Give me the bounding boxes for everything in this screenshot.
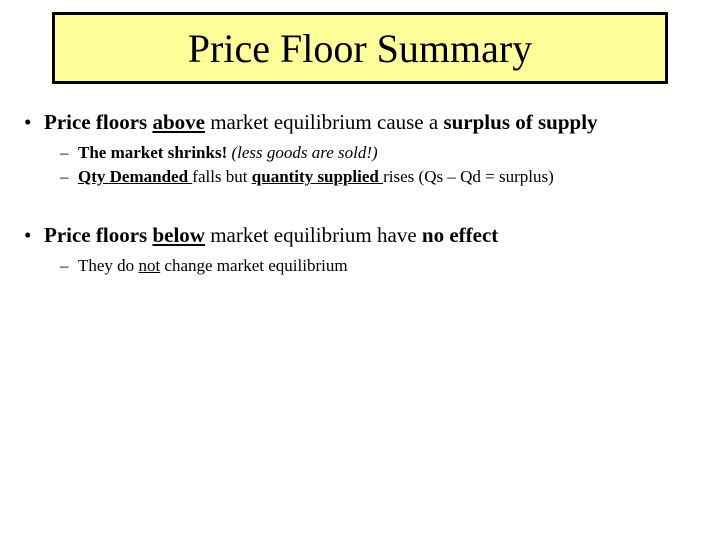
bullet-marker: • [20,223,44,248]
bullet-text: The market shrinks! (less goods are sold… [78,143,700,163]
bullet-text: Qty Demanded falls but quantity supplied… [78,167,700,187]
bullet-level1: •Price floors below market equilibrium h… [20,223,700,248]
text-run: Qty Demanded [78,167,192,186]
text-run: quantity supplied [252,167,383,186]
bullet-marker: – [60,143,78,163]
bullet-text: Price floors above market equilibrium ca… [44,110,700,135]
text-run: change market equilibrium [160,256,347,275]
bullet-level2: –Qty Demanded falls but quantity supplie… [20,167,700,187]
bullet-marker: • [20,110,44,135]
bullet-level2: –They do not change market equilibrium [20,256,700,276]
text-run: no effect [422,223,498,247]
bullet-marker: – [60,256,78,276]
text-run: rises (Qs – Qd = surplus) [383,167,554,186]
text-run: market equilibrium have [205,223,422,247]
bullet-level2: –The market shrinks! (less goods are sol… [20,143,700,163]
slide-content: •Price floors above market equilibrium c… [20,110,700,280]
slide-title: Price Floor Summary [188,25,532,72]
text-run: They do [78,256,138,275]
text-run: (less goods are sold!) [231,143,377,162]
text-run: Price floors [44,110,152,134]
text-run: Price floors [44,223,152,247]
text-run: not [138,256,160,275]
bullet-marker: – [60,167,78,187]
text-run: The market shrinks! [78,143,227,162]
text-run: market equilibrium cause a [205,110,444,134]
bullet-text: Price floors below market equilibrium ha… [44,223,700,248]
bullet-text: They do not change market equilibrium [78,256,700,276]
text-run: below [152,223,205,247]
bullet-level1: •Price floors above market equilibrium c… [20,110,700,135]
title-box: Price Floor Summary [52,12,668,84]
text-run: falls but [192,167,252,186]
text-run: surplus of supply [443,110,597,134]
text-run: above [152,110,205,134]
